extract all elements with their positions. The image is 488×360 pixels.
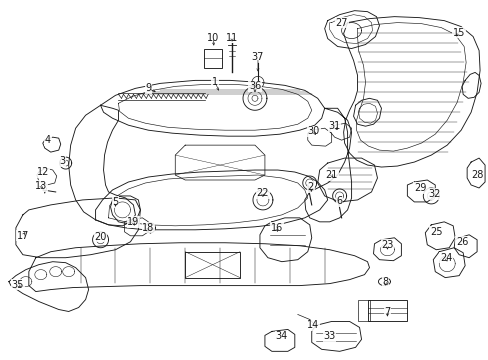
Text: 15: 15 — [452, 28, 465, 37]
Text: 13: 13 — [35, 181, 47, 191]
Text: 12: 12 — [37, 167, 49, 177]
Text: 24: 24 — [439, 253, 451, 263]
Text: 18: 18 — [142, 223, 154, 233]
Text: 36: 36 — [248, 81, 261, 91]
Text: 2: 2 — [307, 182, 313, 192]
Text: 9: 9 — [145, 84, 151, 93]
Text: 10: 10 — [206, 32, 219, 42]
Text: 35: 35 — [12, 280, 24, 289]
Text: 23: 23 — [381, 240, 393, 250]
Text: 27: 27 — [335, 18, 347, 28]
Bar — [367, 300, 407, 321]
Text: 28: 28 — [470, 170, 482, 180]
Text: 37: 37 — [251, 53, 264, 63]
Text: 14: 14 — [306, 320, 318, 330]
Text: 1: 1 — [212, 77, 218, 87]
Bar — [357, 300, 369, 321]
Bar — [203, 49, 222, 68]
Text: 19: 19 — [127, 217, 139, 227]
Text: 11: 11 — [225, 32, 238, 42]
Text: 30: 30 — [307, 126, 319, 136]
Text: 17: 17 — [17, 231, 29, 241]
Text: 8: 8 — [382, 276, 388, 287]
Text: 5: 5 — [112, 197, 119, 207]
Text: 31: 31 — [328, 121, 340, 131]
Text: 29: 29 — [413, 183, 426, 193]
Text: 21: 21 — [325, 170, 337, 180]
Text: 34: 34 — [275, 332, 287, 341]
Text: 3: 3 — [60, 156, 65, 166]
Text: 33: 33 — [323, 332, 335, 341]
Text: 22: 22 — [256, 188, 268, 198]
Text: 25: 25 — [429, 227, 442, 237]
Text: 7: 7 — [384, 307, 390, 318]
Text: 20: 20 — [94, 232, 106, 242]
Text: 32: 32 — [427, 189, 440, 199]
Text: 16: 16 — [270, 223, 283, 233]
Text: 4: 4 — [44, 135, 51, 145]
Text: 26: 26 — [455, 237, 468, 247]
Text: 6: 6 — [336, 196, 342, 206]
